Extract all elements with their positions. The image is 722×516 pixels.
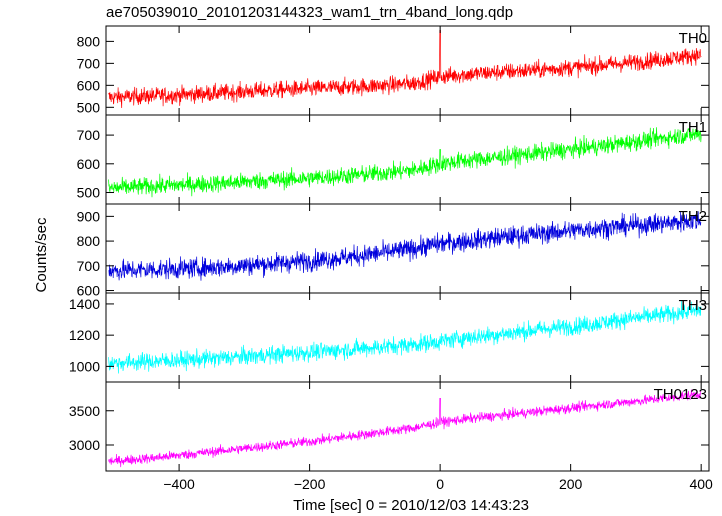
series-label-th3: TH3 <box>679 297 707 314</box>
series-line-th0123 <box>108 389 702 468</box>
y-tick-label: 3500 <box>69 403 100 419</box>
y-tick-label: 800 <box>77 233 101 249</box>
x-tick-label: 0 <box>436 476 444 492</box>
series-line-th0 <box>108 30 702 109</box>
y-tick-label: 900 <box>77 208 101 224</box>
y-tick-label: 800 <box>77 33 101 49</box>
series-label-th1: TH1 <box>679 119 707 136</box>
y-tick-label: 600 <box>77 77 101 93</box>
series-label-th0: TH0 <box>679 30 707 47</box>
series-line-th3 <box>108 300 702 374</box>
x-tick-label: −200 <box>294 476 326 492</box>
panel-frame <box>105 292 710 383</box>
y-tick-label: 1200 <box>69 327 100 343</box>
panel-th0: 500 600 700 800 TH0 <box>77 25 710 116</box>
series-label-th0123: TH0123 <box>654 386 707 403</box>
y-tick-label: 700 <box>77 127 101 143</box>
y-tick-label: 500 <box>77 185 101 201</box>
x-tick-label: 400 <box>689 476 713 492</box>
y-tick-label: 700 <box>77 258 101 274</box>
x-tick-label: 200 <box>559 476 583 492</box>
y-tick-label: 3000 <box>69 437 100 453</box>
series-line-th2 <box>108 211 702 281</box>
panel-th0123: 3000 3500 TH0123 <box>69 381 710 472</box>
series-label-th2: TH2 <box>679 208 707 225</box>
y-tick-label: 1400 <box>69 296 100 312</box>
panel-frame <box>105 381 710 472</box>
panel-th2: 600 700 800 900 TH2 <box>77 203 710 299</box>
chart-title: ae705039010_20101203144323_wam1_trn_4ban… <box>106 4 513 21</box>
y-tick-label: 600 <box>77 283 101 299</box>
y-axis-label: Counts/sec <box>33 217 50 293</box>
series-line-th1 <box>108 127 702 198</box>
panel-th1: 500 600 700 TH1 <box>77 114 710 205</box>
x-tick-label: −400 <box>163 476 195 492</box>
panel-frame <box>105 25 710 116</box>
panel-frame <box>105 114 710 205</box>
y-tick-label: 1000 <box>69 358 100 374</box>
x-axis-label: Time [sec] 0 = 2010/12/03 14:43:23 <box>293 497 529 514</box>
panel-th3: 1000 1200 1400 TH3 <box>69 292 710 383</box>
y-tick-label: 500 <box>77 99 101 115</box>
panels-group: 500 600 700 800 TH0 500 600 700 TH1 600 700 800 900 T… <box>69 25 713 492</box>
y-tick-label: 600 <box>77 156 101 172</box>
y-tick-label: 700 <box>77 55 101 71</box>
